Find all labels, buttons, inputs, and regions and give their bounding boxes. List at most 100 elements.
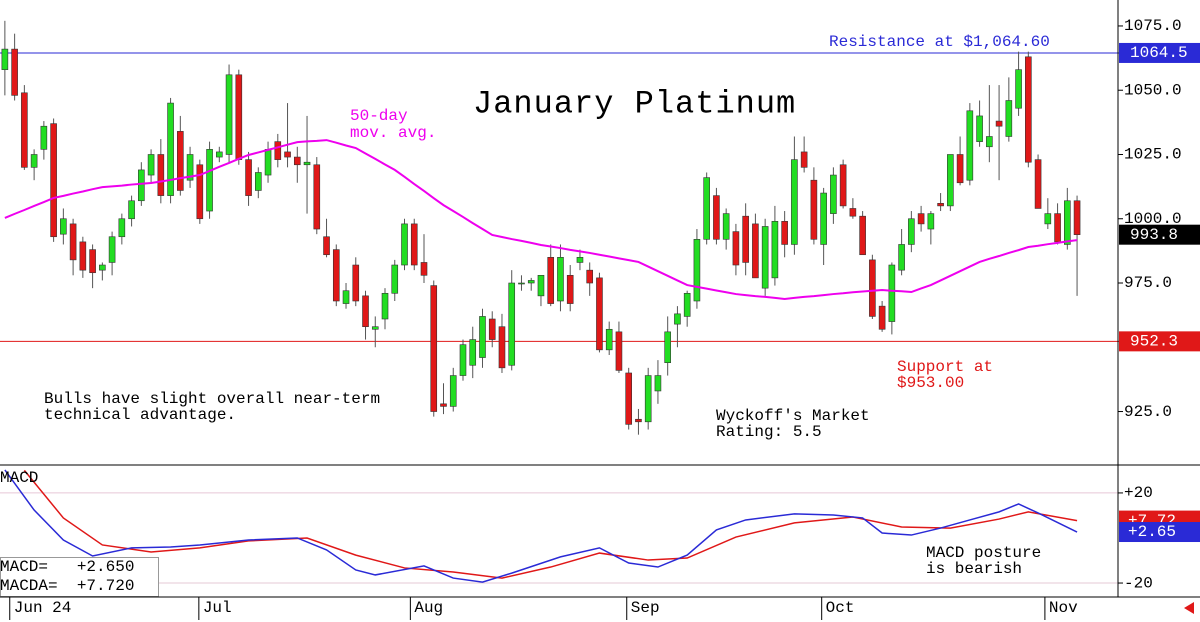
candle-body (157, 154, 165, 196)
support-note: $953.00 (897, 374, 964, 392)
candle-body (79, 241, 87, 271)
candle-body (479, 316, 486, 358)
candle-body (118, 218, 126, 238)
y-tick-label: 1075.0 (1124, 17, 1182, 35)
candle-body (518, 282, 525, 285)
macd-readout: MACDA= +7.720 (0, 577, 134, 595)
candle-body (449, 375, 457, 407)
candle-body (908, 218, 915, 245)
candle-body (761, 226, 769, 289)
candle-body (878, 305, 886, 330)
candle-body (1, 48, 9, 70)
candle-body (177, 131, 184, 191)
candle-body (362, 295, 369, 328)
macd-note: MACD posture (926, 544, 1041, 562)
candle-body (898, 244, 905, 271)
scroll-arrow[interactable] (1184, 602, 1194, 614)
candle-body (644, 375, 652, 423)
candle-body (459, 344, 467, 376)
candle-body (167, 102, 174, 196)
y-tick-label: 1025.0 (1124, 146, 1182, 164)
candle-body (683, 292, 691, 317)
y-tick-label: 925.0 (1124, 403, 1172, 421)
candle-body (625, 372, 632, 425)
candle-body (303, 161, 311, 166)
candle-body (264, 149, 272, 176)
candle-body (859, 215, 866, 256)
candle-body (547, 257, 555, 304)
candle-body (693, 239, 701, 302)
candle-body (722, 213, 730, 240)
candle-body (186, 154, 194, 181)
candle-body (147, 154, 155, 176)
macd-readout: MACD= +2.650 (0, 558, 134, 576)
candle-body (293, 156, 301, 166)
candle-body (888, 264, 896, 322)
marks: 1075.0 1050.0 1025.0 1000.0 975.0 925.0 Jun 24… (0, 17, 1200, 620)
candle-body (791, 159, 798, 245)
candle-body (401, 223, 408, 266)
candle-body (781, 221, 788, 245)
candle-body (830, 174, 837, 214)
candle-body (1005, 100, 1013, 137)
candle-body (225, 74, 233, 155)
candle-body (576, 257, 584, 263)
candle-body (654, 375, 662, 392)
candle-body (128, 200, 135, 220)
candle-body (323, 236, 330, 256)
candle-body (245, 159, 252, 196)
price-tag-label: 952.3 (1130, 333, 1178, 351)
candle-body (206, 149, 213, 212)
rating-note: Wyckoff's Market (716, 407, 870, 425)
candle-body (313, 164, 321, 230)
candle-body (69, 223, 77, 261)
candle-body (99, 264, 106, 271)
candle-body (849, 208, 857, 217)
y-tick-label: +20 (1124, 484, 1153, 502)
candle-body (216, 151, 223, 158)
ma-label: mov. avg. (350, 124, 436, 142)
price-tag (1119, 331, 1200, 352)
macd-note: is bearish (926, 560, 1022, 578)
candle-body (89, 249, 96, 274)
macd-tag (1119, 522, 1200, 543)
candle-body (966, 110, 974, 181)
support-note: Support at (897, 358, 993, 376)
candle-body (839, 164, 847, 207)
candle-body (235, 74, 243, 160)
candle-body (615, 331, 623, 371)
candle-body (635, 418, 642, 423)
macd-title: MACD (0, 469, 38, 487)
price-tag-label: 993.8 (1130, 226, 1178, 244)
candle-body (50, 123, 57, 238)
candle-body (21, 92, 28, 168)
resistance-note: Resistance at $1,064.60 (829, 33, 1050, 51)
candle-body (332, 249, 340, 302)
candle-body (703, 177, 710, 240)
moving-average (4, 139, 1078, 300)
candle-body (674, 313, 681, 325)
candle-body (498, 326, 506, 369)
candle-body (1044, 213, 1052, 225)
candle-body (381, 292, 389, 320)
candle-body (371, 326, 379, 330)
x-tick-label: Jul (203, 599, 232, 617)
x-tick-label: Oct (826, 599, 855, 617)
x-tick-label: Sep (631, 599, 660, 617)
candle-body (108, 236, 116, 263)
candle-body (30, 154, 38, 168)
x-tick-label: Nov (1049, 599, 1078, 617)
candle-body (800, 151, 808, 168)
candle-body (1034, 159, 1042, 209)
candle-body (342, 290, 350, 304)
candle-body (1054, 213, 1061, 243)
chart-title: January Platinum (473, 85, 796, 122)
candle-body (557, 257, 564, 302)
ma-label: 50-day (350, 107, 408, 125)
outlook-note: Bulls have slight overall near-term (44, 390, 380, 408)
candle-body (869, 259, 876, 317)
candle-body (284, 151, 291, 158)
candle-body (1015, 69, 1022, 109)
candle-body (352, 264, 360, 302)
